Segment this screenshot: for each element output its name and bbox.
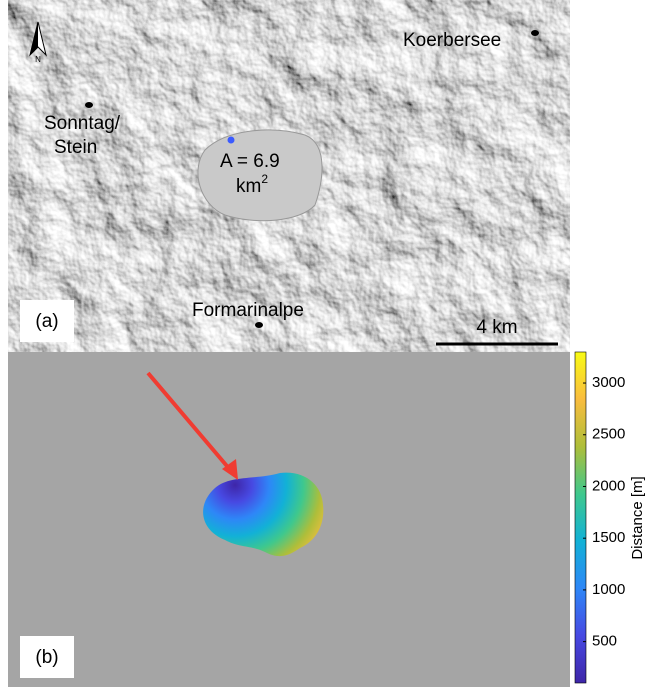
panel-tag: (a): [35, 311, 58, 332]
area-unit-power: 2: [261, 172, 268, 186]
panel-tag: (b): [35, 647, 58, 668]
colorbar-tick-label: 2000: [592, 477, 625, 494]
figure: N Koerbersee Sonntag/ Stein A = 6.9 km2 …: [0, 0, 646, 687]
place-label: Koerbersee: [403, 30, 501, 51]
page: N Koerbersee Sonntag/ Stein A = 6.9 km2 …: [0, 0, 646, 687]
place-dot: [85, 102, 93, 108]
colorbar-label: Distance [m]: [629, 476, 646, 559]
colorbar-tick-label: 1000: [592, 581, 625, 598]
place-dot: [531, 30, 539, 36]
colorbar-tick-label: 500: [592, 633, 617, 650]
place-label: Formarinalpe: [192, 300, 304, 321]
colorbar-tick-label: 3000: [592, 374, 625, 391]
scale-label: 4 km: [476, 317, 517, 338]
outlet-point: [228, 137, 235, 144]
place-label: Stein: [54, 137, 97, 158]
area-unit: km: [236, 176, 261, 197]
colorbar-tick-label: 1500: [592, 529, 625, 546]
area-label: A = 6.9: [220, 151, 280, 172]
place-dot: [255, 322, 263, 328]
colorbar: [575, 352, 586, 683]
north-label: N: [35, 55, 41, 64]
colorbar-tick-label: 2500: [592, 426, 625, 443]
place-label: Sonntag/: [44, 113, 121, 134]
